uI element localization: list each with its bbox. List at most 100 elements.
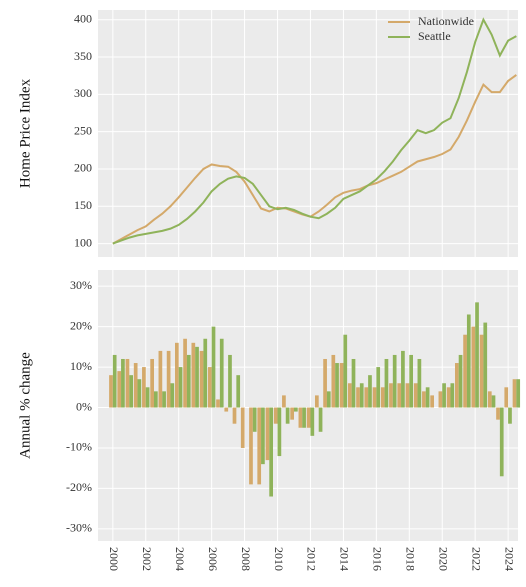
bar [466,314,471,408]
series-line [112,17,517,245]
x-tick-label: 2004 [173,547,187,571]
bar [458,354,463,408]
bar [129,375,133,408]
bar [257,407,262,485]
x-tick-label: 2012 [305,547,319,571]
y-tick-label: -30% [66,521,92,535]
bar [405,383,410,408]
x-tick-label: 2016 [371,547,385,571]
bar [178,367,183,408]
bar [450,383,455,408]
bar [306,407,311,428]
y-tick-label: 20% [70,318,92,332]
bar [384,358,389,408]
x-tick-label: 2018 [404,547,418,571]
bar [417,358,422,408]
bar [154,391,158,408]
x-tick-label: 2010 [272,547,286,571]
bar [240,407,245,448]
bar [121,358,125,408]
bar [117,371,122,408]
bar [335,363,339,408]
bar [150,358,154,408]
bar [368,375,372,408]
bar [219,338,224,408]
bar [401,350,405,408]
bar [512,379,517,408]
bar [347,383,352,408]
y-tick-label: 100 [74,235,92,249]
bar [409,354,413,408]
bar [170,383,175,408]
bar [422,391,426,408]
bar [392,354,397,408]
bar [273,407,278,424]
bar [285,407,290,424]
bar [125,358,130,408]
bar [183,338,187,408]
bar [216,399,220,408]
bar [455,363,459,408]
bar [339,363,344,408]
bar [446,387,451,408]
y-tick-label: -20% [66,480,92,494]
y-tick-label: -10% [66,440,92,454]
bar [323,358,327,408]
bar [438,391,443,408]
bar [298,407,303,428]
bar [318,407,323,432]
bar [326,391,331,408]
y-tick-label: 200 [74,161,92,175]
y-tick-label: 400 [74,11,92,25]
bar [191,342,196,408]
bar [269,407,273,497]
bar [413,383,418,408]
bar [186,354,191,408]
bar [483,322,488,408]
x-tick-label: 2000 [107,547,121,571]
x-tick-label: 2024 [502,547,516,571]
bar [277,407,282,457]
bar [331,354,336,408]
x-tick-label: 2006 [206,547,220,571]
bar [195,346,199,408]
bar [265,407,270,461]
bar [389,383,393,408]
bar [249,407,253,485]
bar [290,407,294,420]
bar [109,375,113,408]
bar [203,338,208,408]
bar [516,379,521,408]
bar [211,326,216,408]
x-tick-label: 2002 [140,547,154,571]
bar [145,387,150,408]
bar [261,407,265,465]
bar [112,354,117,408]
bar [166,350,171,408]
bar [430,395,434,408]
series-line [112,74,517,245]
bar [380,387,385,408]
x-tick-label: 2008 [239,547,253,571]
bar [343,334,348,408]
legend-label: Seattle [418,29,451,43]
bar [359,383,364,408]
bar [310,407,315,436]
y-tick-label: 250 [74,123,92,137]
y-tick-label: 0% [76,399,92,413]
y-tick-label: 300 [74,86,92,100]
bar [351,358,356,408]
bar [252,407,257,432]
bar [175,342,179,408]
bar [442,383,446,408]
y-tick-label: 30% [70,278,92,292]
bar [302,407,306,428]
panel-background [98,10,518,257]
y-axis-title: Annual % change [17,352,33,459]
bar [282,395,286,408]
bar [294,407,298,412]
legend-label: Nationwide [418,14,474,28]
bar [499,407,504,477]
